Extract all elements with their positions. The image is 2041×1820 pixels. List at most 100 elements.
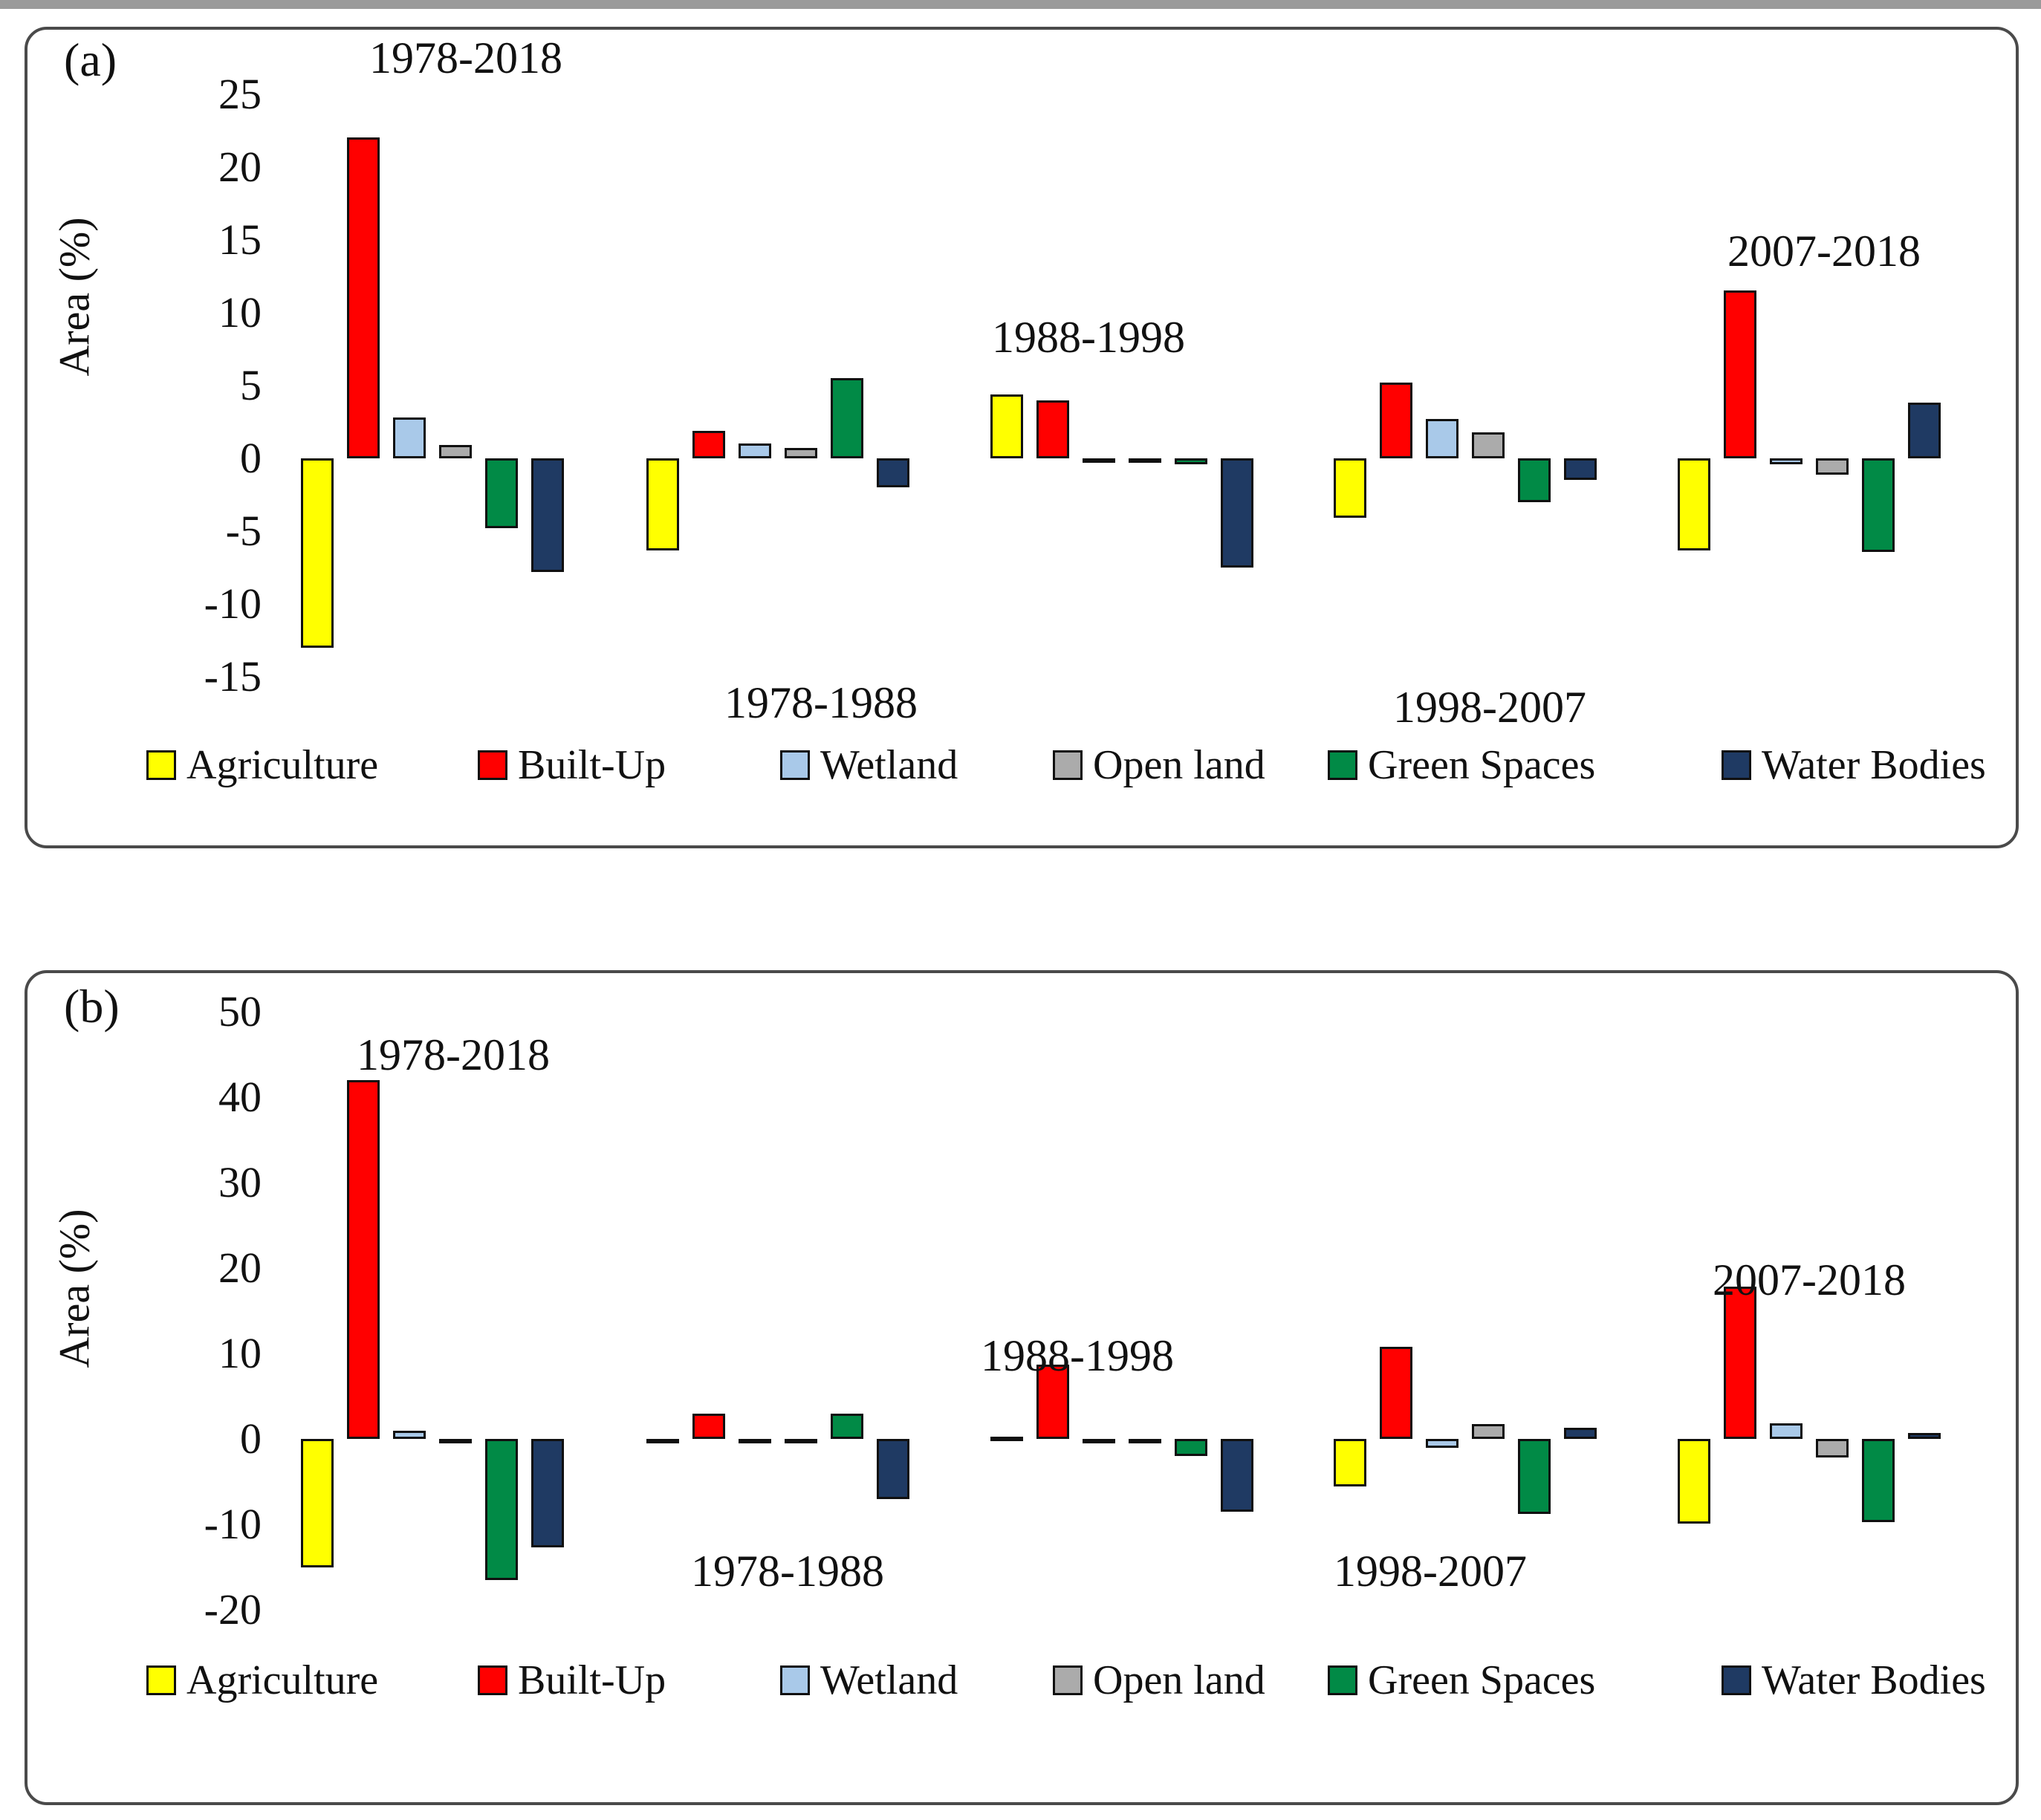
legend-item-wetland: Wetland	[780, 1658, 958, 1703]
legend-item-open-land: Open land	[1053, 1658, 1265, 1703]
legend-label: Wetland	[820, 1657, 958, 1703]
y-tick-label: 0	[240, 434, 262, 482]
legend-swatch	[1722, 750, 1751, 780]
period-label: 1978-1988	[691, 1547, 884, 1596]
period-label: 2007-2018	[1727, 227, 1921, 276]
bar-agriculture	[1678, 458, 1710, 550]
bar-water-bodies	[1221, 1439, 1253, 1512]
bar-wetland	[739, 1439, 771, 1443]
bar-agriculture	[646, 1439, 679, 1443]
legend-item-built-up: Built-Up	[478, 743, 666, 787]
bar-wetland	[1083, 458, 1115, 463]
legend-label: Open land	[1093, 1657, 1265, 1703]
bar-water-bodies	[1908, 1432, 1941, 1439]
bar-wetland	[393, 1430, 426, 1439]
bar-water-bodies	[877, 1439, 909, 1499]
legend-label: Open land	[1093, 742, 1265, 788]
bar-green-spaces	[1518, 458, 1551, 502]
bar-built-up	[1380, 1346, 1412, 1439]
legend-label: Agriculture	[186, 1657, 379, 1703]
y-tick-label: 15	[218, 215, 262, 264]
y-tick-label: -15	[204, 652, 262, 701]
bar-wetland	[393, 417, 426, 458]
bar-agriculture	[990, 394, 1023, 458]
bar-open-land	[439, 445, 472, 458]
bar-water-bodies	[1221, 458, 1253, 568]
y-tick-label: 20	[218, 1244, 262, 1292]
bar-green-spaces	[831, 378, 863, 458]
period-label: 1978-1988	[724, 678, 918, 727]
legend-swatch	[478, 1665, 507, 1695]
bar-open-land	[1816, 1439, 1849, 1458]
panel-a-letter: (a)	[64, 33, 117, 86]
legend-swatch	[1722, 1665, 1751, 1695]
period-label: 1978-2018	[357, 1030, 550, 1079]
y-tick-label: 5	[240, 360, 262, 409]
bar-water-bodies	[531, 458, 564, 573]
bar-open-land	[785, 448, 817, 458]
bar-water-bodies	[1564, 1428, 1597, 1439]
period-label: 1998-2007	[1393, 683, 1586, 732]
bar-green-spaces	[1518, 1439, 1551, 1515]
bar-green-spaces	[1862, 1439, 1895, 1522]
legend-label: Water Bodies	[1762, 1657, 1986, 1703]
y-tick-label: 0	[240, 1414, 262, 1463]
bar-built-up	[347, 137, 380, 458]
legend-item-built-up: Built-Up	[478, 1658, 666, 1703]
legend-label: Built-Up	[518, 742, 666, 788]
bar-green-spaces	[485, 458, 518, 529]
bar-wetland	[1426, 419, 1458, 458]
legend-item-wetland: Wetland	[780, 743, 958, 787]
legend-label: Green Spaces	[1368, 742, 1596, 788]
bar-agriculture	[301, 1439, 334, 1567]
bar-open-land	[1129, 458, 1161, 463]
bar-built-up	[692, 1413, 725, 1439]
legend-label: Built-Up	[518, 1657, 666, 1703]
bar-built-up	[1036, 1364, 1069, 1439]
y-tick-label: 30	[218, 1158, 262, 1206]
legend-label: Wetland	[820, 742, 958, 788]
legend-swatch	[1053, 1665, 1083, 1695]
period-label: 2007-2018	[1713, 1255, 1906, 1304]
y-tick-label: -5	[225, 507, 262, 556]
period-label: 1998-2007	[1334, 1547, 1527, 1596]
bar-green-spaces	[1862, 458, 1895, 552]
y-tick-label: -10	[204, 1500, 262, 1548]
legend-swatch	[1328, 750, 1357, 780]
legend-item-water-bodies: Water Bodies	[1722, 743, 1986, 787]
legend-item-green-spaces: Green Spaces	[1328, 743, 1595, 787]
bar-built-up	[1724, 1287, 1756, 1439]
bar-open-land	[1816, 458, 1849, 475]
legend-swatch	[1053, 750, 1083, 780]
bar-water-bodies	[531, 1439, 564, 1548]
legend-swatch	[780, 750, 810, 780]
period-label: 1988-1998	[981, 1331, 1174, 1380]
bar-open-land	[1472, 1424, 1505, 1439]
legend-swatch	[146, 1665, 176, 1695]
bar-agriculture	[646, 458, 679, 550]
bar-wetland	[1770, 1423, 1802, 1439]
figure-top-border	[0, 0, 2041, 9]
panel-a-y-axis-title: Area (%)	[50, 217, 99, 377]
legend-swatch	[780, 1665, 810, 1695]
bar-open-land	[439, 1439, 472, 1443]
bar-agriculture	[1334, 1439, 1366, 1487]
bar-green-spaces	[1175, 458, 1207, 464]
legend-item-green-spaces: Green Spaces	[1328, 1658, 1595, 1703]
bar-green-spaces	[485, 1439, 518, 1580]
bar-agriculture	[990, 1436, 1023, 1441]
bar-open-land	[785, 1439, 817, 1443]
bar-wetland	[1770, 458, 1802, 464]
y-tick-label: 10	[218, 1329, 262, 1377]
legend-label: Water Bodies	[1762, 742, 1986, 788]
bar-wetland	[739, 443, 771, 458]
legend-item-agriculture: Agriculture	[146, 743, 378, 787]
bar-water-bodies	[1908, 403, 1941, 458]
legend-swatch	[1328, 1665, 1357, 1695]
bar-green-spaces	[831, 1413, 863, 1439]
legend-item-agriculture: Agriculture	[146, 1658, 378, 1703]
bar-built-up	[1724, 290, 1756, 458]
legend-item-open-land: Open land	[1053, 743, 1265, 787]
y-tick-label: 40	[218, 1073, 262, 1121]
bar-green-spaces	[1175, 1439, 1207, 1456]
